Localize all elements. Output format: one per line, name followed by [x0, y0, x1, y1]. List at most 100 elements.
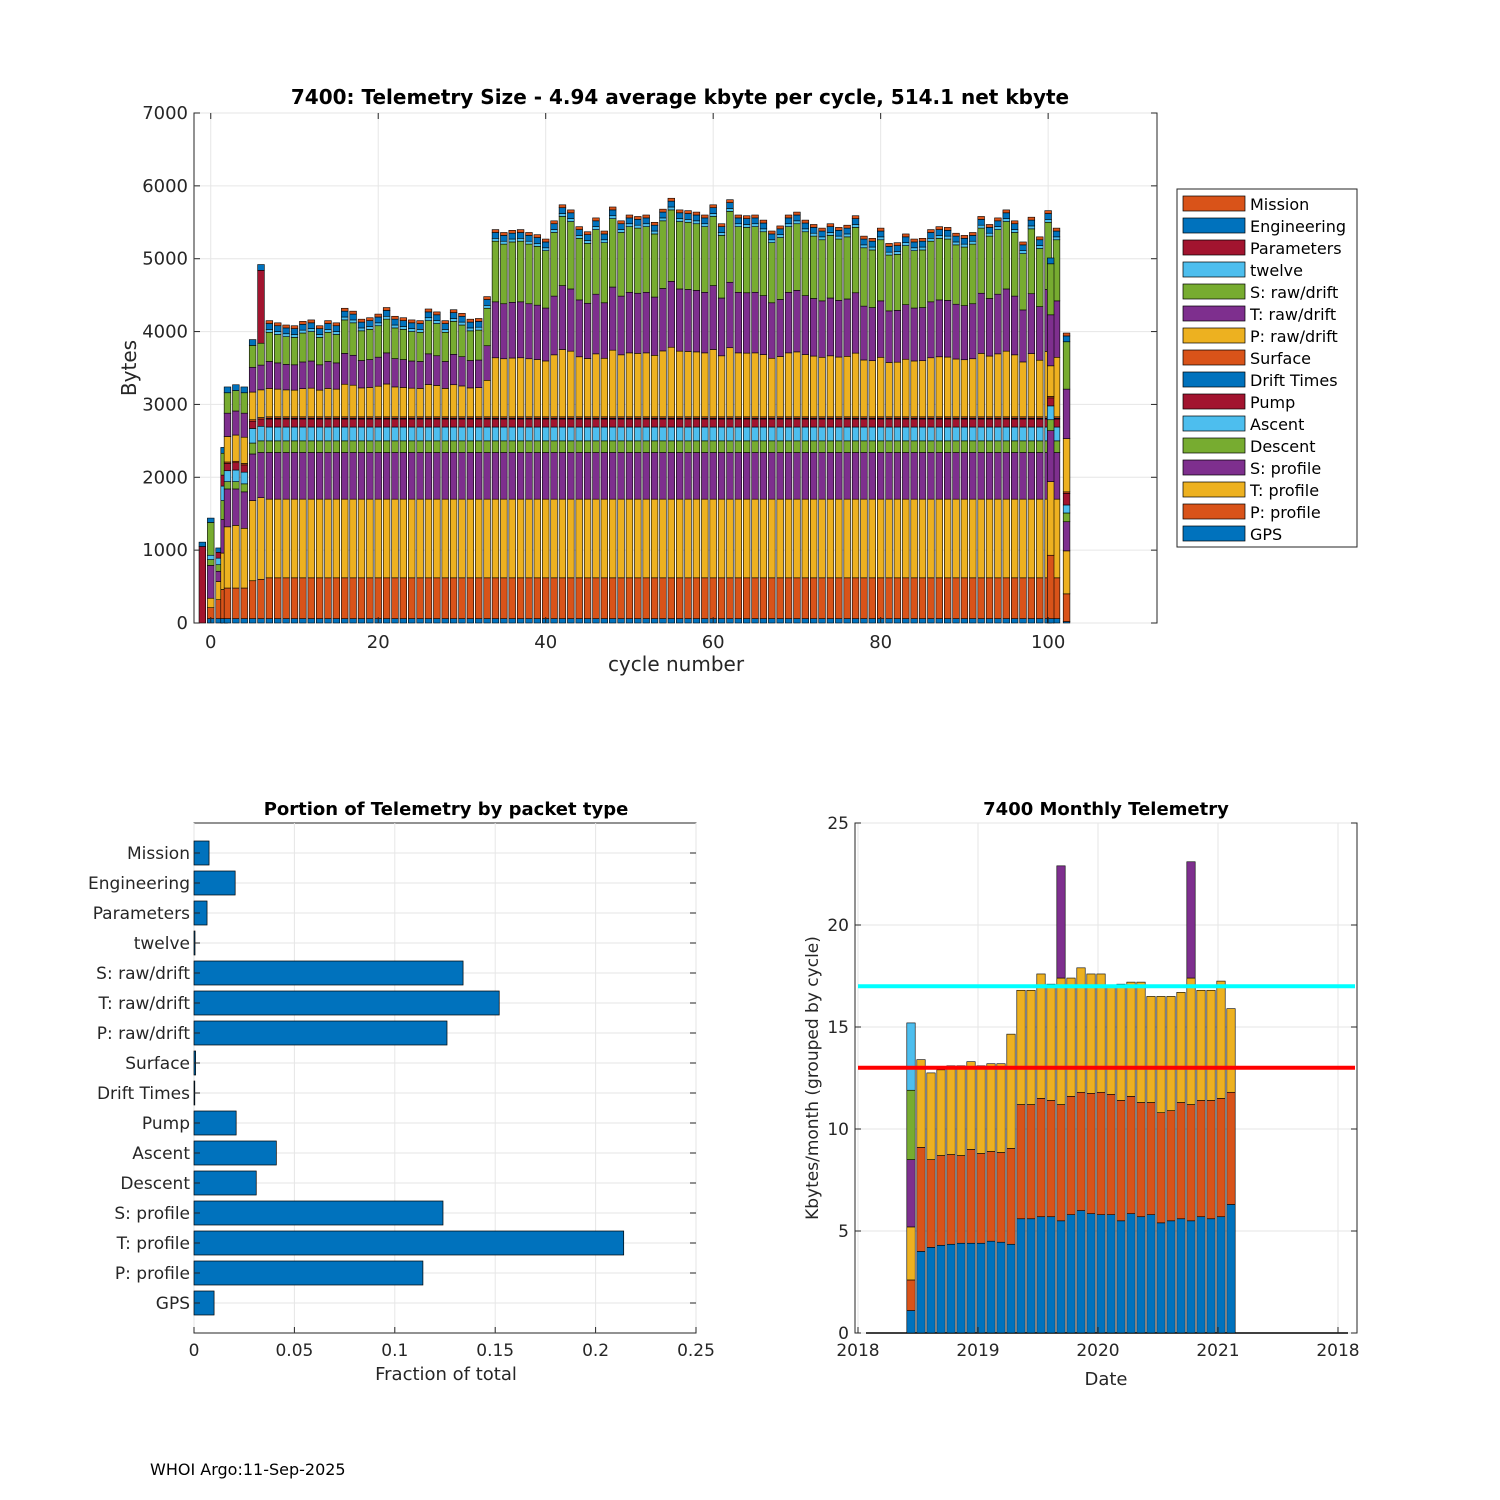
top-bar-segment: [1002, 498, 1010, 579]
br-bar-segment: [1056, 1220, 1066, 1334]
br-bar-segment: [926, 1072, 936, 1160]
top-bar-segment: [893, 440, 902, 453]
top-bar-segment: [265, 361, 274, 389]
top-bar-segment: [759, 426, 768, 442]
top-bar-segment: [1019, 309, 1027, 363]
top-bar-segment: [918, 426, 927, 442]
top-bar-segment: [416, 361, 424, 389]
top-bar-segment: [994, 440, 1002, 453]
top-bar-segment: [223, 618, 232, 624]
top-bar-segment: [609, 209, 617, 217]
top-bar-segment: [240, 471, 248, 485]
top-bar-segment: [810, 577, 818, 619]
br-bar-segment: [1126, 1096, 1136, 1214]
top-bar-segment: [717, 440, 726, 453]
top-bar-segment: [550, 577, 558, 619]
top-bar-segment: [717, 232, 726, 236]
top-bar-segment: [332, 322, 341, 327]
br-bar-segment: [1186, 977, 1196, 1105]
top-bar-segment: [960, 359, 969, 418]
top-bar-segment: [366, 452, 374, 500]
br-bar-segment: [1156, 996, 1166, 1113]
top-bar-segment: [692, 426, 701, 442]
top-bar-segment: [726, 498, 734, 579]
top-bar-segment: [399, 320, 407, 327]
bl-category-label: T: raw/drift: [97, 994, 190, 1014]
top-bar-segment: [366, 426, 374, 442]
top-bar-segment: [709, 426, 717, 442]
top-bar-segment: [1027, 452, 1036, 500]
top-bar-segment: [332, 426, 341, 442]
top-bar-segment: [1019, 498, 1027, 579]
legend-label: Surface: [1250, 349, 1311, 368]
top-bar-segment: [341, 498, 349, 579]
top-bar-segment: [567, 618, 575, 624]
top-bar-segment: [357, 618, 366, 624]
top-bar-segment: [851, 418, 860, 428]
top-bar-segment: [491, 618, 500, 624]
top-bar-segment: [592, 353, 600, 418]
top-bar-segment: [366, 387, 374, 418]
top-bar-segment: [466, 498, 474, 579]
top-bar-segment: [944, 498, 952, 579]
top-bar-segment: [508, 241, 516, 303]
top-bar-segment: [274, 388, 282, 418]
br-bar-segment: [906, 1159, 916, 1228]
top-bar-segment: [207, 517, 215, 523]
top-bar-segment: [483, 299, 491, 306]
top-bar-segment: [617, 229, 625, 233]
top-bar-segment: [508, 440, 516, 453]
top-bar-segment: [977, 353, 985, 418]
top-bar-segment: [1027, 228, 1036, 295]
top-bar-segment: [676, 440, 684, 453]
top-bar-segment: [927, 238, 935, 242]
top-bar-segment: [843, 440, 851, 453]
top-bar-segment: [969, 303, 977, 360]
top-bar-segment: [634, 498, 642, 579]
top-bar-segment: [341, 426, 349, 442]
bl-bar: [193, 960, 464, 986]
top-bar-segment: [793, 426, 801, 442]
top-bar-segment: [424, 317, 433, 321]
br-bar-segment: [1156, 1112, 1166, 1224]
top-bar-segment: [458, 577, 466, 619]
top-bar-segment: [1044, 210, 1052, 214]
top-bar-segment: [399, 577, 407, 619]
top-bar-segment: [726, 211, 734, 283]
br-bar-segment: [1036, 1216, 1046, 1334]
top-bar-segment: [441, 331, 449, 362]
top-bar-segment: [424, 498, 433, 579]
top-bar-segment: [567, 218, 575, 222]
top-bar-segment: [902, 233, 910, 238]
top-bar-segment: [617, 618, 625, 624]
bl-xtick-label: 0.2: [582, 1341, 609, 1361]
top-bar-segment: [625, 618, 634, 624]
top-bar-segment: [349, 452, 357, 500]
top-bar-segment: [483, 307, 491, 347]
top-bar-segment: [801, 295, 809, 355]
top-bar-segment: [223, 412, 232, 437]
top-bar-segment: [835, 577, 843, 619]
top-bar-segment: [684, 210, 692, 214]
top-bar-segment: [315, 337, 324, 366]
br-bar-segment: [1196, 989, 1206, 1101]
top-bar-segment: [475, 618, 483, 624]
top-bar-segment: [449, 618, 458, 624]
top-bar-segment: [240, 527, 248, 589]
legend-label: T: profile: [1249, 481, 1319, 500]
top-bar-segment: [701, 291, 709, 354]
top-bar-segment: [650, 452, 659, 500]
top-bar-segment: [776, 356, 784, 418]
top-bar-segment: [282, 333, 290, 337]
br-bar-segment: [1226, 1008, 1236, 1093]
top-bar-segment: [617, 440, 625, 453]
top-bar-segment: [676, 218, 684, 222]
top-xtick-label: 20: [367, 632, 390, 653]
top-bar-segment: [558, 440, 567, 453]
top-bar-segment: [449, 384, 458, 418]
top-bar-segment: [818, 618, 826, 624]
top-bar-segment: [609, 440, 617, 453]
top-bar-segment: [818, 498, 826, 579]
top-bar-segment: [458, 440, 466, 453]
br-bar-segment: [1196, 1100, 1206, 1218]
